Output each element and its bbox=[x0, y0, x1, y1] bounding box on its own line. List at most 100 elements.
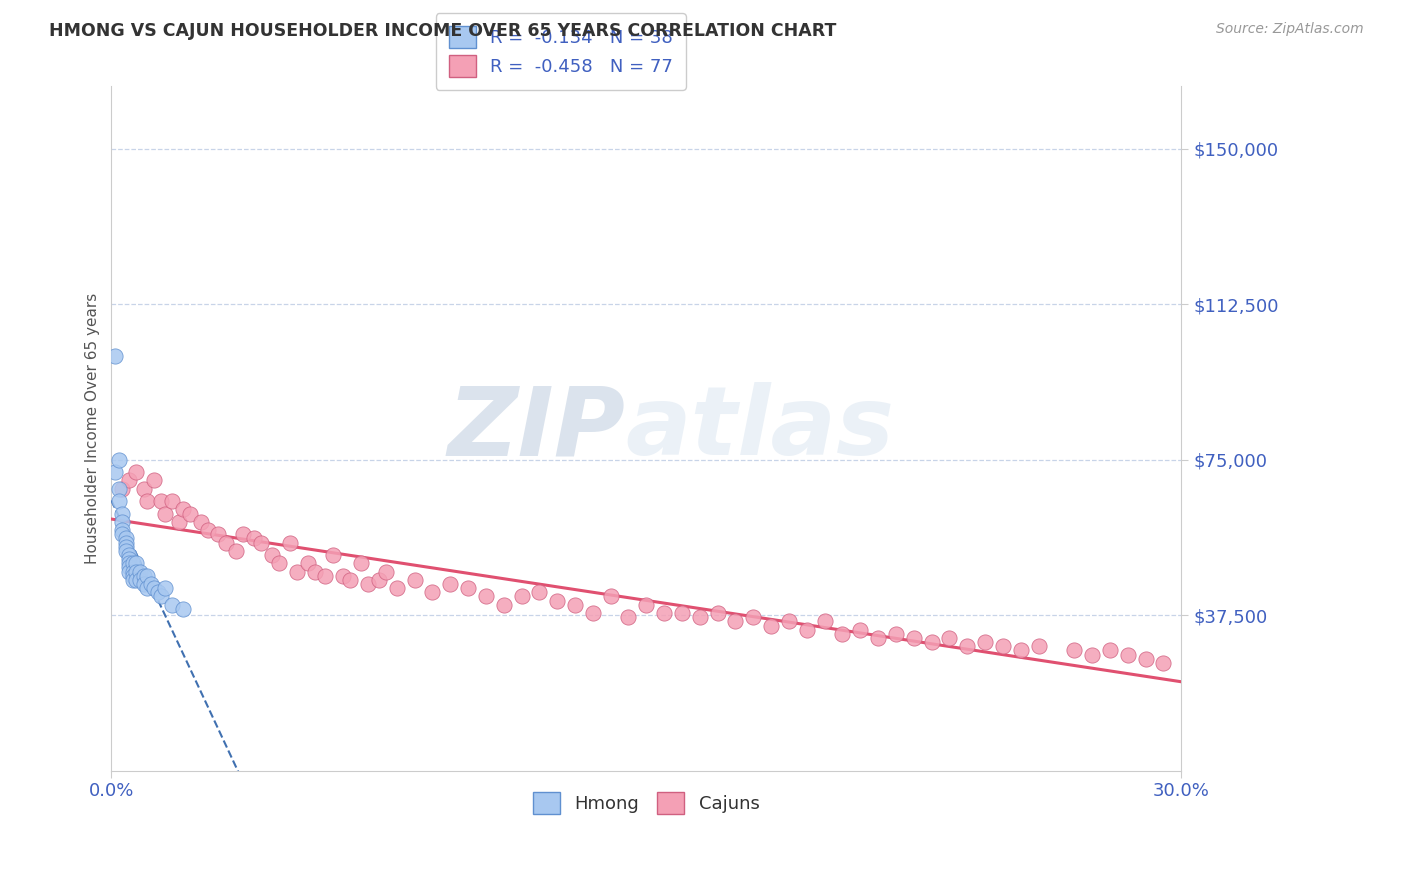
Point bbox=[114, 544, 136, 558]
Point bbox=[813, 615, 835, 629]
Point bbox=[129, 565, 152, 579]
Point bbox=[742, 610, 765, 624]
Point bbox=[132, 568, 155, 582]
Point bbox=[121, 568, 143, 582]
Point bbox=[125, 557, 148, 571]
Point bbox=[1098, 643, 1121, 657]
Point bbox=[125, 565, 148, 579]
Point bbox=[671, 606, 693, 620]
Point bbox=[111, 523, 134, 537]
Point bbox=[129, 573, 152, 587]
Point bbox=[706, 606, 728, 620]
Point bbox=[136, 581, 159, 595]
Point bbox=[1028, 640, 1050, 654]
Point bbox=[492, 598, 515, 612]
Point bbox=[599, 590, 621, 604]
Point bbox=[107, 482, 129, 496]
Point bbox=[125, 573, 148, 587]
Point bbox=[375, 565, 398, 579]
Point bbox=[1116, 648, 1139, 662]
Point bbox=[778, 615, 800, 629]
Point bbox=[111, 507, 134, 521]
Point bbox=[796, 623, 818, 637]
Point bbox=[136, 494, 159, 508]
Point bbox=[652, 606, 675, 620]
Point bbox=[884, 627, 907, 641]
Point bbox=[118, 474, 141, 488]
Point bbox=[314, 568, 336, 582]
Point bbox=[118, 565, 141, 579]
Point bbox=[849, 623, 872, 637]
Text: HMONG VS CAJUN HOUSEHOLDER INCOME OVER 65 YEARS CORRELATION CHART: HMONG VS CAJUN HOUSEHOLDER INCOME OVER 6… bbox=[49, 22, 837, 40]
Point bbox=[636, 598, 658, 612]
Point bbox=[367, 573, 389, 587]
Point bbox=[121, 565, 143, 579]
Point bbox=[582, 606, 605, 620]
Point bbox=[1081, 648, 1104, 662]
Point bbox=[921, 635, 943, 649]
Y-axis label: Householder Income Over 65 years: Householder Income Over 65 years bbox=[86, 293, 100, 564]
Point bbox=[357, 577, 380, 591]
Point bbox=[121, 557, 143, 571]
Point bbox=[260, 548, 283, 562]
Point bbox=[153, 581, 176, 595]
Point bbox=[974, 635, 997, 649]
Point bbox=[278, 535, 301, 549]
Point bbox=[422, 585, 444, 599]
Point bbox=[143, 581, 166, 595]
Point bbox=[104, 349, 127, 363]
Point bbox=[724, 615, 747, 629]
Point bbox=[214, 535, 236, 549]
Point bbox=[1010, 643, 1032, 657]
Point bbox=[529, 585, 551, 599]
Point bbox=[160, 494, 183, 508]
Point bbox=[172, 602, 194, 616]
Point bbox=[179, 507, 201, 521]
Point bbox=[385, 581, 408, 595]
Point bbox=[153, 507, 176, 521]
Text: Source: ZipAtlas.com: Source: ZipAtlas.com bbox=[1216, 22, 1364, 37]
Point bbox=[267, 557, 290, 571]
Point bbox=[190, 515, 212, 529]
Point bbox=[118, 552, 141, 566]
Text: atlas: atlas bbox=[624, 382, 894, 475]
Point bbox=[956, 640, 979, 654]
Point bbox=[510, 590, 533, 604]
Point bbox=[991, 640, 1014, 654]
Point bbox=[143, 474, 166, 488]
Point bbox=[111, 482, 134, 496]
Legend: Hmong, Cajuns: Hmong, Cajuns bbox=[524, 783, 769, 823]
Point bbox=[107, 452, 129, 467]
Point bbox=[172, 502, 194, 516]
Point bbox=[150, 494, 173, 508]
Point bbox=[243, 532, 266, 546]
Point bbox=[868, 631, 890, 645]
Point bbox=[250, 535, 273, 549]
Point bbox=[104, 465, 127, 479]
Point bbox=[118, 560, 141, 574]
Point bbox=[617, 610, 640, 624]
Text: ZIP: ZIP bbox=[447, 382, 624, 475]
Point bbox=[564, 598, 586, 612]
Point bbox=[114, 540, 136, 554]
Point bbox=[114, 532, 136, 546]
Point bbox=[132, 482, 155, 496]
Point bbox=[689, 610, 711, 624]
Point bbox=[207, 527, 229, 541]
Point bbox=[125, 465, 148, 479]
Point bbox=[339, 573, 361, 587]
Point bbox=[457, 581, 479, 595]
Point bbox=[304, 565, 326, 579]
Point bbox=[150, 590, 173, 604]
Point bbox=[136, 568, 159, 582]
Point bbox=[938, 631, 960, 645]
Point bbox=[475, 590, 498, 604]
Point bbox=[1135, 651, 1157, 665]
Point bbox=[118, 557, 141, 571]
Point bbox=[114, 535, 136, 549]
Point bbox=[1063, 643, 1085, 657]
Point bbox=[111, 527, 134, 541]
Point bbox=[321, 548, 343, 562]
Point bbox=[225, 544, 247, 558]
Point bbox=[759, 618, 782, 632]
